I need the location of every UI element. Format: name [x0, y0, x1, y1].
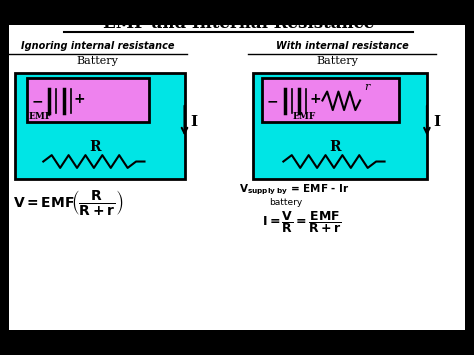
Text: $\mathbf{V = EMF}\!\left(\dfrac{\mathbf{R}}{\mathbf{R+r}}\right)$: $\mathbf{V = EMF}\!\left(\dfrac{\mathbf{… — [13, 188, 123, 217]
Text: $\mathbf{-}$: $\mathbf{-}$ — [266, 93, 279, 107]
Text: Ignoring internal resistance: Ignoring internal resistance — [21, 41, 174, 51]
Bar — [15, 73, 184, 179]
Text: Battery: Battery — [317, 56, 358, 66]
Text: I: I — [434, 115, 441, 130]
Text: EMF: EMF — [293, 111, 316, 121]
Text: $\mathbf{+}$: $\mathbf{+}$ — [73, 92, 86, 106]
Text: EMF and Internal Resistance: EMF and Internal Resistance — [103, 15, 374, 32]
Text: I: I — [191, 115, 198, 130]
Bar — [253, 73, 427, 179]
Text: $\mathbf{-}$: $\mathbf{-}$ — [31, 93, 43, 107]
Text: $\mathbf{I = \dfrac{V}{R} = \dfrac{EMF}{R+r}}$: $\mathbf{I = \dfrac{V}{R} = \dfrac{EMF}{… — [262, 209, 342, 235]
Text: r: r — [364, 82, 369, 92]
Text: EMF: EMF — [28, 111, 52, 121]
Text: $\mathbf{+}$: $\mathbf{+}$ — [309, 92, 321, 106]
Text: R: R — [329, 140, 341, 154]
Bar — [27, 78, 149, 122]
Text: battery: battery — [269, 198, 302, 207]
Text: Battery: Battery — [76, 56, 118, 66]
Text: $\mathbf{V_{supply\ by}}$ = EMF - Ir: $\mathbf{V_{supply\ by}}$ = EMF - Ir — [238, 183, 349, 197]
Bar — [262, 78, 399, 122]
Text: R: R — [89, 140, 101, 154]
Text: With internal resistance: With internal resistance — [276, 41, 409, 51]
